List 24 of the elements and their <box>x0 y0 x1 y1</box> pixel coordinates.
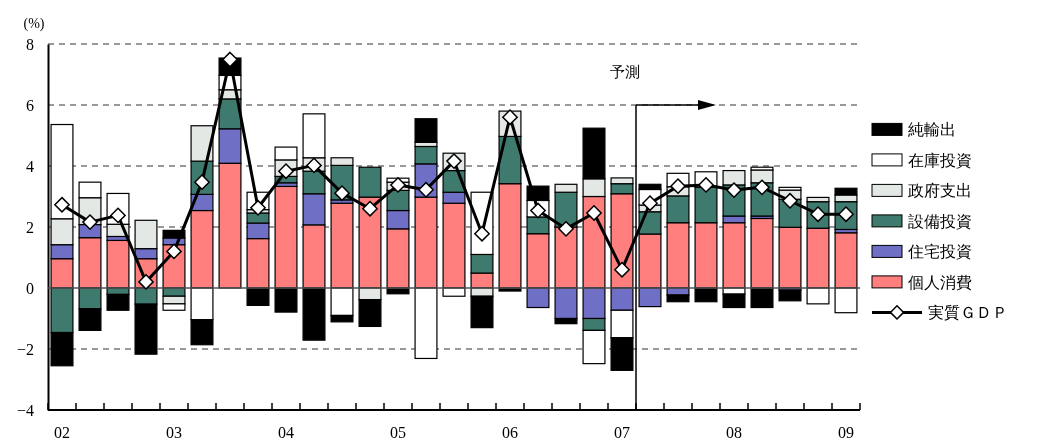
x-tick-label: 07 <box>614 424 630 441</box>
legend-label: 住宅投資 <box>907 243 972 261</box>
x-tick-label: 08 <box>726 424 742 441</box>
y-tick-label: 6 <box>26 96 34 114</box>
legend-label: 設備投資 <box>908 212 972 230</box>
annotation: 予測 <box>610 64 640 80</box>
x-tick-label: 04 <box>278 424 294 441</box>
x-tick-label: 06 <box>502 424 518 441</box>
legend-label: 政府支出 <box>908 182 972 200</box>
legend-label: 実質ＧＤＰ <box>928 304 1008 322</box>
legend-label: 個人消費 <box>908 273 972 291</box>
y-tick-label: 8 <box>26 35 34 53</box>
y-tick-label: 4 <box>26 157 34 175</box>
y-tick-label: −2 <box>16 340 34 358</box>
x-tick-label: 09 <box>838 424 854 441</box>
x-tick-label: 03 <box>166 424 182 441</box>
legend-label: 在庫投資 <box>908 151 972 169</box>
y-tick-label: 0 <box>26 279 34 297</box>
y-tick-label: −4 <box>16 401 34 419</box>
x-tick-label: 05 <box>390 424 406 441</box>
y-tick-label: 2 <box>26 218 34 236</box>
x-tick-label: 02 <box>54 424 70 441</box>
y-axis-title: (%) <box>23 16 45 32</box>
legend-label: 純輸出 <box>908 121 956 139</box>
